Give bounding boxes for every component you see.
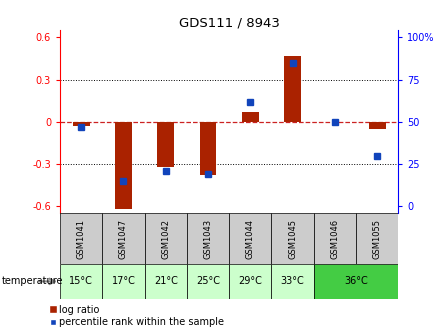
- FancyBboxPatch shape: [271, 264, 314, 299]
- FancyBboxPatch shape: [145, 213, 187, 264]
- FancyBboxPatch shape: [145, 264, 187, 299]
- FancyBboxPatch shape: [187, 264, 229, 299]
- Bar: [73, 122, 90, 126]
- FancyBboxPatch shape: [314, 264, 398, 299]
- Text: 36°C: 36°C: [344, 277, 368, 286]
- FancyBboxPatch shape: [60, 264, 102, 299]
- Bar: [115, 122, 132, 209]
- Text: 15°C: 15°C: [69, 277, 93, 286]
- Title: GDS111 / 8943: GDS111 / 8943: [179, 16, 279, 29]
- Text: GSM1044: GSM1044: [246, 218, 255, 259]
- Text: GSM1046: GSM1046: [330, 218, 340, 259]
- Bar: [242, 112, 259, 122]
- Bar: [158, 122, 174, 167]
- FancyBboxPatch shape: [356, 213, 398, 264]
- Text: GSM1043: GSM1043: [203, 218, 213, 259]
- Text: GSM1055: GSM1055: [372, 218, 382, 259]
- FancyBboxPatch shape: [60, 213, 102, 264]
- Text: 25°C: 25°C: [196, 277, 220, 286]
- Text: 33°C: 33°C: [281, 277, 304, 286]
- FancyBboxPatch shape: [229, 213, 271, 264]
- FancyBboxPatch shape: [102, 264, 145, 299]
- Bar: [200, 122, 217, 175]
- Text: GSM1045: GSM1045: [288, 218, 297, 259]
- Text: GSM1047: GSM1047: [119, 218, 128, 259]
- Legend: log ratio, percentile rank within the sample: log ratio, percentile rank within the sa…: [49, 304, 225, 328]
- Text: 29°C: 29°C: [239, 277, 262, 286]
- FancyBboxPatch shape: [229, 264, 271, 299]
- Text: GSM1041: GSM1041: [77, 218, 86, 259]
- FancyBboxPatch shape: [187, 213, 229, 264]
- Text: temperature: temperature: [2, 276, 64, 286]
- FancyBboxPatch shape: [314, 213, 356, 264]
- Bar: [284, 55, 301, 122]
- FancyBboxPatch shape: [271, 213, 314, 264]
- Text: GSM1042: GSM1042: [161, 218, 170, 259]
- Bar: [369, 122, 386, 129]
- Text: 21°C: 21°C: [154, 277, 178, 286]
- Text: 17°C: 17°C: [112, 277, 135, 286]
- FancyBboxPatch shape: [102, 213, 145, 264]
